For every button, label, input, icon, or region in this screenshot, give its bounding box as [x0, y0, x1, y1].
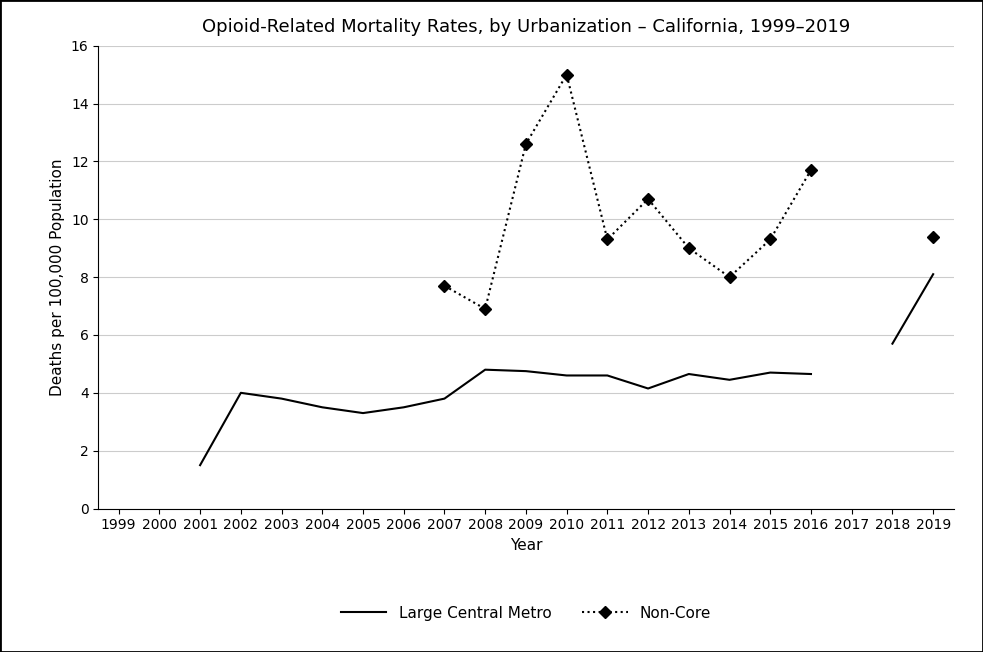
Legend: Large Central Metro, Non-Core: Large Central Metro, Non-Core: [334, 600, 718, 627]
Large Central Metro: [357, 409, 369, 417]
Large Central Metro: [398, 404, 410, 411]
Non-Core: [805, 166, 817, 174]
Large Central Metro: [723, 376, 735, 384]
Large Central Metro: [520, 367, 532, 375]
Line: Non-Core: Non-Core: [440, 70, 938, 313]
Non-Core: [642, 195, 654, 203]
Large Central Metro: [805, 370, 817, 378]
Large Central Metro: [195, 461, 206, 469]
Large Central Metro: [560, 372, 572, 379]
Line: Large Central Metro: Large Central Metro: [119, 274, 933, 465]
X-axis label: Year: Year: [509, 538, 543, 553]
Non-Core: [560, 70, 572, 78]
Large Central Metro: [765, 368, 777, 376]
Large Central Metro: [275, 394, 287, 402]
Non-Core: [723, 273, 735, 281]
Non-Core: [927, 233, 939, 241]
Non-Core: [480, 305, 492, 313]
Large Central Metro: [480, 366, 492, 374]
Non-Core: [683, 244, 695, 252]
Large Central Metro: [602, 372, 613, 379]
Large Central Metro: [113, 378, 125, 385]
Large Central Metro: [683, 370, 695, 378]
Large Central Metro: [887, 340, 898, 348]
Non-Core: [602, 235, 613, 243]
Large Central Metro: [642, 385, 654, 393]
Large Central Metro: [927, 271, 939, 278]
Non-Core: [765, 235, 777, 243]
Large Central Metro: [438, 394, 450, 402]
Large Central Metro: [317, 404, 328, 411]
Title: Opioid-Related Mortality Rates, by Urbanization – California, 1999–2019: Opioid-Related Mortality Rates, by Urban…: [202, 18, 850, 36]
Large Central Metro: [235, 389, 247, 396]
Non-Core: [520, 140, 532, 148]
Non-Core: [438, 282, 450, 289]
Y-axis label: Deaths per 100,000 Population: Deaths per 100,000 Population: [50, 158, 65, 396]
